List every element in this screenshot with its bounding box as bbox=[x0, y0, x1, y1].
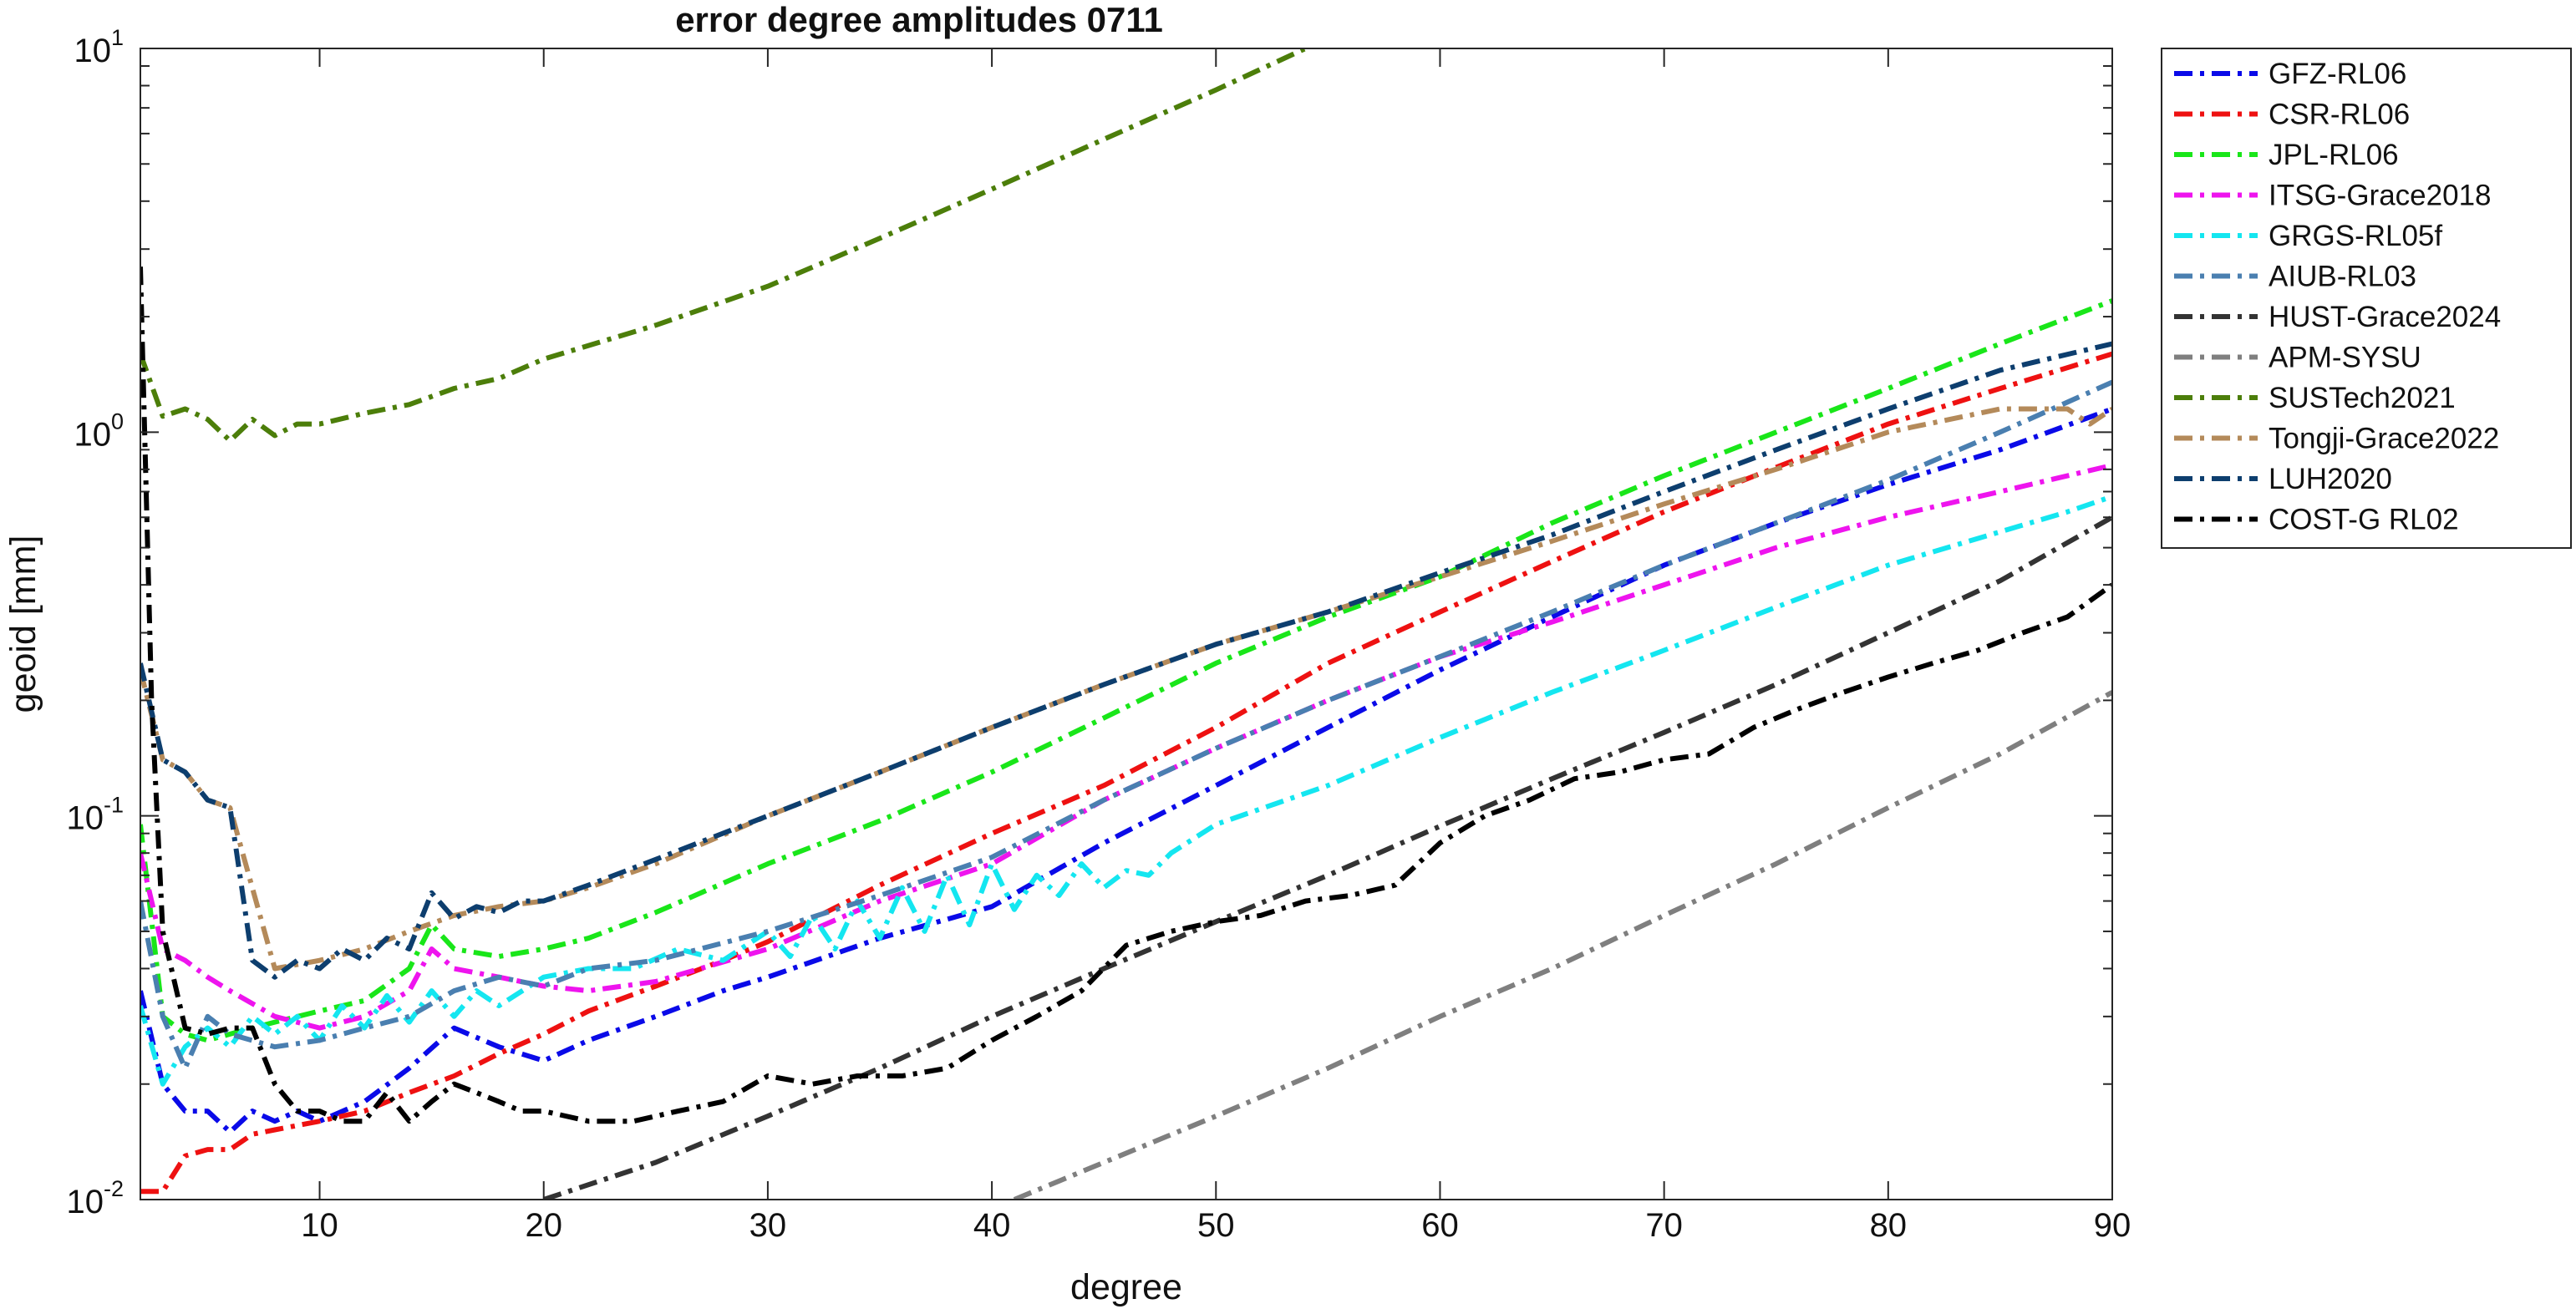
x-tick-label: 50 bbox=[1197, 1207, 1235, 1244]
y-tick-label: 10-1 bbox=[66, 793, 124, 837]
legend-entry-label: COST-G RL02 bbox=[2269, 504, 2459, 536]
y-axis-label: geoid [mm] bbox=[3, 535, 43, 713]
y-tick-label: 10-2 bbox=[66, 1176, 124, 1220]
series-line-8 bbox=[140, 48, 1307, 444]
x-tick-label: 90 bbox=[2094, 1207, 2131, 1244]
series-line-3 bbox=[140, 462, 2112, 1031]
legend-entry-label: JPL-RL06 bbox=[2269, 139, 2399, 171]
series-line-2 bbox=[140, 298, 2112, 1043]
x-axis-label: degree bbox=[1070, 1267, 1182, 1307]
legend-entry-label: CSR-RL06 bbox=[2269, 99, 2410, 131]
x-tick-label: 40 bbox=[973, 1207, 1011, 1244]
series-lines bbox=[140, 48, 2112, 1200]
series-line-5 bbox=[140, 379, 2112, 1071]
legend-box bbox=[2161, 48, 2572, 549]
x-tick-label: 30 bbox=[749, 1207, 787, 1244]
chart-title: error degree amplitudes 0711 bbox=[675, 0, 1163, 39]
axes-frame bbox=[140, 48, 2113, 1200]
legend-entry-label: LUH2020 bbox=[2269, 463, 2392, 495]
x-tick-label: 20 bbox=[525, 1207, 562, 1244]
series-line-10 bbox=[140, 341, 2112, 980]
legend-entry-label: SUSTech2021 bbox=[2269, 382, 2456, 414]
legend-entry-label: GRGS-RL05f bbox=[2269, 220, 2442, 252]
plot-background bbox=[140, 48, 2112, 1200]
legend-entry-label: HUST-Grace2024 bbox=[2269, 301, 2501, 333]
x-tick-label: 70 bbox=[1645, 1207, 1683, 1244]
legend-entry-label: APM-SYSU bbox=[2269, 342, 2421, 374]
x-tick-label: 80 bbox=[1870, 1207, 1908, 1244]
plot-area bbox=[140, 48, 2113, 1200]
series-line-4 bbox=[140, 494, 2112, 1087]
series-line-1 bbox=[140, 351, 2112, 1195]
x-tick-label: 60 bbox=[1421, 1207, 1459, 1244]
x-tick-label: 10 bbox=[301, 1207, 338, 1244]
y-tick-label: 100 bbox=[74, 408, 124, 453]
series-line-6 bbox=[542, 515, 2112, 1200]
series-line-7 bbox=[1013, 690, 2112, 1200]
legend-entry-label: GFZ-RL06 bbox=[2269, 58, 2406, 90]
x-axis: 10 20 30 40 50 60 70 80 90 bbox=[301, 48, 2131, 1244]
legend: GFZ-RL06 CSR-RL06 JPL-RL06 ITSG-Grace2018 GR… bbox=[2161, 48, 2572, 549]
legend-entry-label: Tongji-Grace2022 bbox=[2269, 423, 2499, 455]
legend-entry-label: ITSG-Grace2018 bbox=[2269, 180, 2492, 212]
legend-entry-label: AIUB-RL03 bbox=[2269, 261, 2416, 293]
y-axis: 10-2 10-1 100 101 bbox=[66, 25, 2112, 1220]
plot-border bbox=[140, 48, 2113, 1200]
series-line-9 bbox=[140, 406, 2112, 972]
series-line-11 bbox=[140, 266, 2112, 1124]
y-tick-label: 101 bbox=[74, 25, 124, 69]
